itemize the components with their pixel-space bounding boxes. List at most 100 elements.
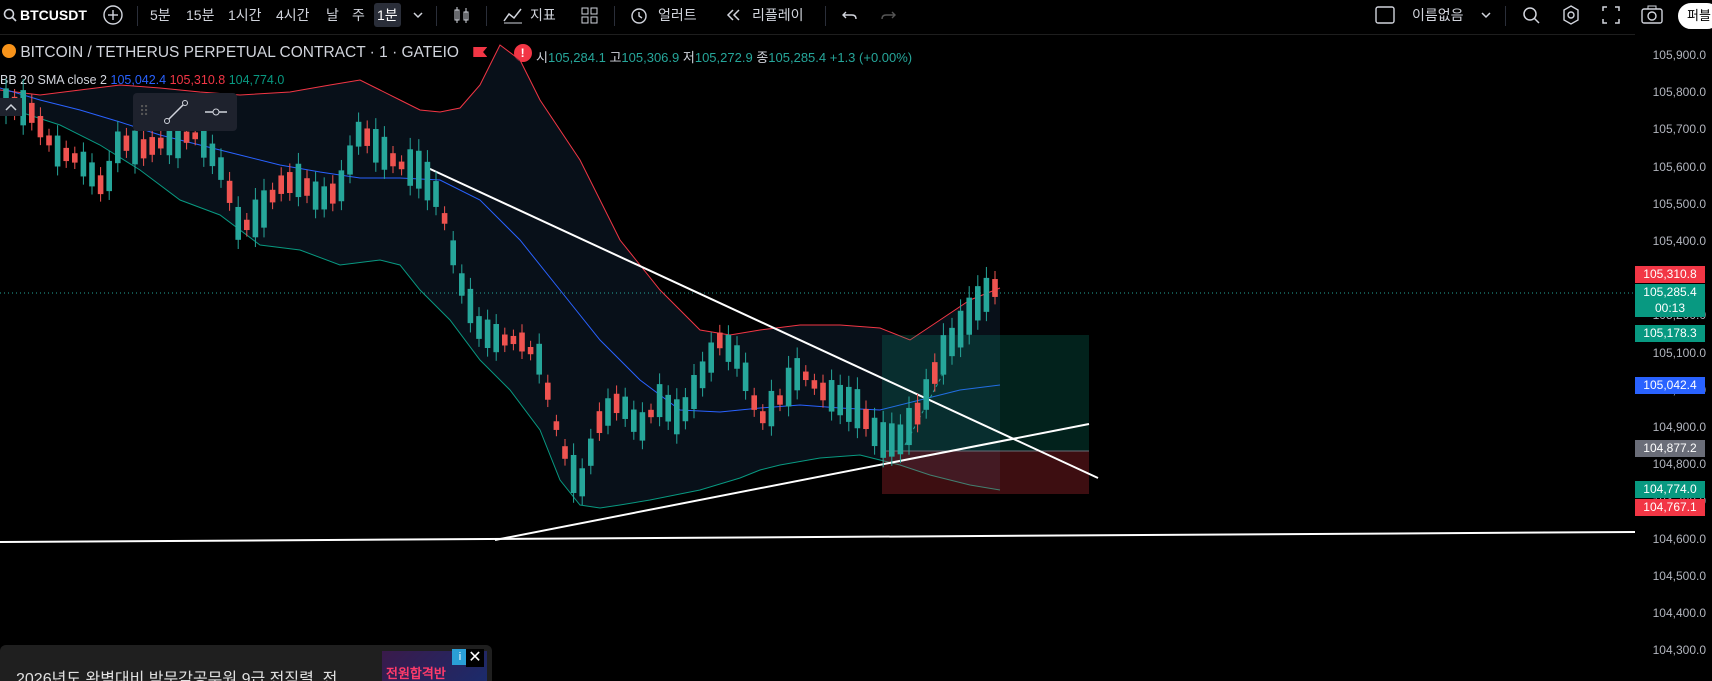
candle: [89, 162, 95, 187]
close-label: 종: [756, 50, 769, 65]
ad-text[interactable]: 2026년도 완벽대비 박문각공무원 9급 전직렬, 전: [16, 671, 338, 681]
candle: [717, 332, 723, 349]
candle: [54, 135, 61, 167]
candle: [975, 286, 981, 321]
trendline-tool-icon[interactable]: [163, 99, 189, 130]
candle: [742, 362, 749, 392]
indicators-icon[interactable]: [502, 3, 524, 27]
candle: [871, 417, 878, 447]
quick-search-icon[interactable]: [1520, 3, 1542, 27]
settings-gear-icon[interactable]: [1560, 3, 1582, 27]
layout-checkbox-icon[interactable]: [1374, 3, 1396, 27]
price-axis-label: 105,400.0: [1652, 234, 1706, 248]
change-value: +1.3 (+0.00%): [829, 50, 913, 65]
candle: [768, 390, 775, 427]
warning-icon[interactable]: !: [513, 44, 532, 62]
candle: [639, 412, 646, 441]
layout-name-button[interactable]: 이름없음: [1412, 7, 1464, 23]
bb-basis-value: 105,042.4: [110, 73, 167, 87]
bb-upper-price-tag: 105,310.8: [1635, 266, 1705, 283]
timeframe-1h[interactable]: 1시간: [228, 7, 262, 23]
symbol-search[interactable]: BTCUSDT: [20, 7, 87, 23]
candle: [364, 128, 370, 146]
indicator-name: BB 20 SMA close 2: [0, 73, 108, 87]
candle: [794, 358, 800, 391]
price-axis[interactable]: 105,900.0 105,800.0 105,700.0 105,600.0 105,…: [1635, 34, 1712, 681]
target-price-tag: 105,178.3: [1635, 325, 1705, 342]
candle: [252, 199, 259, 238]
chart-legend-title: BITCOIN / TETHERUS PERPETUAL CONTRACT · …: [0, 44, 532, 68]
drag-handle-icon[interactable]: ⠿: [139, 103, 150, 119]
ascending-trendline[interactable]: [494, 423, 1090, 541]
candle: [97, 175, 104, 195]
drawing-tools-panel: ⠿: [133, 93, 237, 131]
compare-add-icon[interactable]: [102, 3, 124, 27]
search-icon[interactable]: [2, 3, 18, 27]
candle: [940, 335, 947, 375]
stop-price-tag: 104,767.1: [1635, 499, 1705, 516]
candle: [476, 316, 482, 339]
publish-button[interactable]: 퍼블: [1678, 3, 1712, 29]
candle: [631, 409, 637, 432]
replay-icon[interactable]: [724, 3, 742, 27]
price-axis-label: 105,100.0: [1652, 345, 1706, 360]
price-axis-label: 104,300.0: [1652, 643, 1706, 658]
open-label: 시: [536, 50, 548, 65]
undo-icon[interactable]: [840, 3, 858, 27]
timeframe-4h[interactable]: 4시간: [276, 7, 310, 23]
timeframe-5m[interactable]: 5분: [150, 7, 171, 23]
candle: [588, 438, 594, 466]
candle: [29, 102, 35, 123]
timeframe-dropdown-chevron-icon[interactable]: [412, 3, 424, 27]
alert-icon[interactable]: [628, 3, 650, 27]
candle: [880, 422, 886, 458]
horizontal-ray-tool-icon[interactable]: [203, 99, 229, 130]
candle: [269, 189, 276, 203]
bb-lower-value: 104,774.0: [228, 73, 285, 87]
candle: [424, 161, 431, 201]
candle: [493, 324, 499, 353]
collapse-chevron-icon[interactable]: [0, 98, 22, 116]
screenshot-camera-icon[interactable]: [1640, 3, 1664, 27]
layout-chevron-down-icon[interactable]: [1480, 3, 1492, 27]
bollinger-legend[interactable]: BB 20 SMA close 2 105,042.4 105,310.8 10…: [0, 73, 284, 87]
ad-banner[interactable]: 2026년도 완벽대비 박문각공무원 9급 전직렬, 전 전원합격반 i ✕: [0, 645, 492, 681]
templates-icon[interactable]: [580, 3, 600, 27]
candle: [889, 423, 895, 457]
timeframe-1m[interactable]: 1분: [374, 3, 401, 27]
candle: [183, 131, 190, 143]
candle: [287, 172, 293, 194]
bitcoin-icon: [2, 44, 16, 58]
horizontal-support-line[interactable]: [0, 531, 1636, 543]
long-position-target-zone[interactable]: [882, 335, 1089, 451]
candle: [553, 421, 560, 430]
candle-type-icon[interactable]: [452, 3, 472, 27]
candle: [923, 379, 929, 410]
descending-trendline[interactable]: [427, 167, 1099, 479]
candle: [682, 397, 689, 422]
alert-button[interactable]: 얼러트: [658, 7, 697, 23]
fullscreen-icon[interactable]: [1600, 3, 1622, 27]
candle: [605, 398, 611, 426]
candle: [699, 361, 706, 389]
candle: [347, 145, 353, 175]
redo-icon[interactable]: [880, 3, 898, 27]
candle: [983, 277, 990, 312]
ad-close-icon[interactable]: ✕: [466, 649, 484, 667]
ad-info-icon[interactable]: i: [452, 649, 468, 665]
candle: [209, 143, 216, 167]
candle: [218, 157, 224, 180]
timeframe-15m[interactable]: 15분: [186, 7, 215, 23]
candle: [570, 454, 577, 494]
long-position-stop-zone[interactable]: [882, 451, 1089, 494]
replay-button[interactable]: 리플레이: [752, 7, 804, 23]
flag-icon[interactable]: [473, 47, 488, 57]
candle: [373, 129, 379, 163]
timeframe-week[interactable]: 주: [352, 7, 365, 23]
candle: [674, 399, 680, 435]
candle: [295, 163, 302, 198]
candle: [760, 411, 766, 424]
timeframe-day[interactable]: 날: [326, 7, 339, 23]
indicators-button[interactable]: 지표: [530, 7, 556, 23]
